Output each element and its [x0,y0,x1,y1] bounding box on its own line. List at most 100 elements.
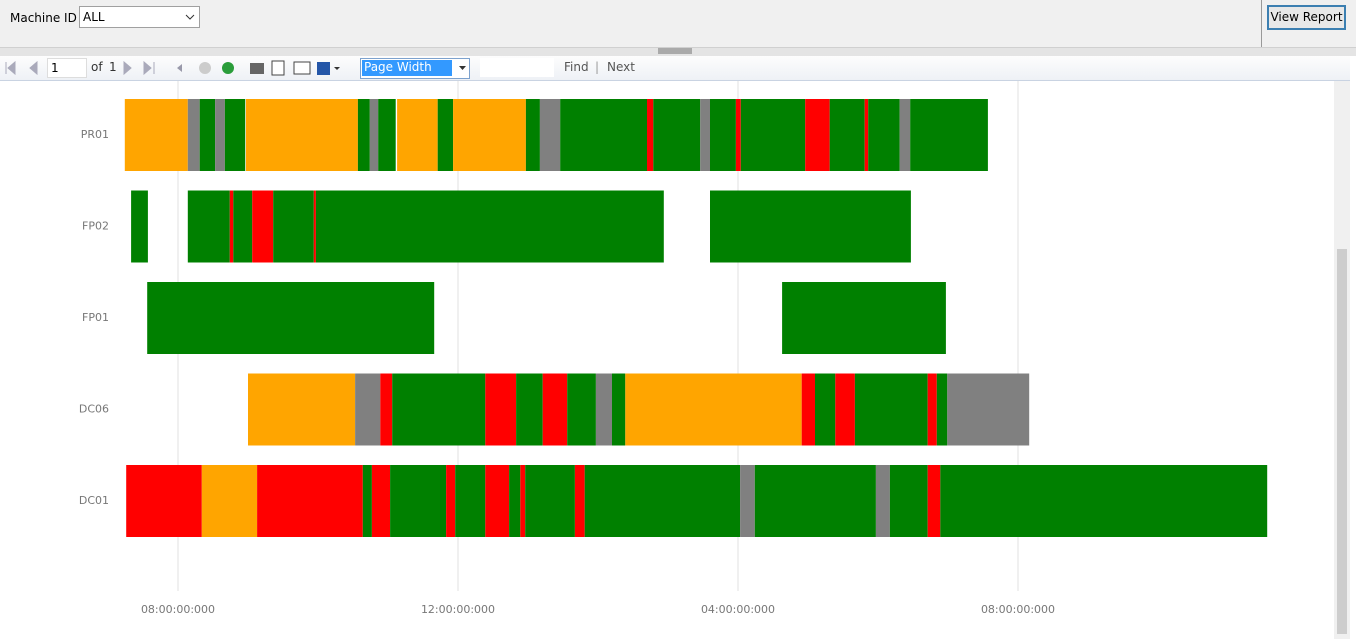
segment [509,465,521,537]
segment [815,373,836,446]
segment [437,99,454,171]
segment [516,373,543,446]
scrollbar-thumb[interactable] [1337,249,1347,634]
segment [453,99,526,171]
segment [147,282,435,354]
segment [560,99,647,171]
segment [397,99,438,171]
segment [710,190,911,263]
find-link[interactable]: Find [564,60,589,74]
toolbar: 1 of 1 Page Width Find | Next [0,56,1350,81]
segment [126,465,202,537]
segment [700,99,710,171]
splitter-handle[interactable] [658,48,692,54]
zoom-value: Page Width [362,60,452,76]
segment [542,373,568,446]
segment [835,373,855,446]
segment [380,373,393,446]
param-label: Machine ID [10,11,77,25]
segment [868,99,900,171]
zoom-select[interactable]: Page Width [360,58,470,79]
segment [740,465,755,537]
segment [653,99,701,171]
param-value: ALL [83,10,105,24]
segment [485,465,510,537]
row-label: FP01 [82,311,109,324]
segment [735,99,741,171]
segment [390,465,447,537]
timeline-chart: 08:00:00:000 12:00:00:000 04:00:00:000 08:0… [79,81,1268,616]
segment [520,465,526,537]
view-report-button[interactable]: View Report [1267,5,1346,30]
segment [257,465,363,537]
param-select[interactable]: ALL [79,6,200,28]
segment [927,465,941,537]
find-input[interactable] [480,58,554,77]
nav-next-last[interactable] [122,61,158,75]
segment [595,373,612,446]
segment [782,282,946,354]
segment [574,465,585,537]
segment [248,373,356,446]
segment [899,99,911,171]
of-label: of [91,60,103,74]
segment [392,373,486,446]
segment [525,465,575,537]
segment [369,99,379,171]
segment [936,373,948,446]
page-input[interactable]: 1 [47,58,87,78]
segment [584,465,741,537]
segment [567,373,596,446]
dropdown-arrow [459,66,466,70]
segment [754,465,876,537]
segment [829,99,865,171]
segment [252,190,274,263]
segment [215,99,225,171]
segment [539,99,561,171]
x-tick-label: 04:00:00:000 [701,603,775,616]
segment [362,465,372,537]
segment [224,99,246,171]
next-link[interactable]: Next [607,60,635,74]
segment [940,465,1268,537]
segment [199,99,216,171]
parameter-bar: Machine ID ALL View Report [0,0,1356,47]
toolbar-icons[interactable] [174,59,344,77]
segment [927,373,937,446]
segment [805,99,830,171]
row-label: DC06 [79,403,109,416]
segment [525,99,540,171]
segment [612,373,626,446]
scrollbar[interactable] [1334,81,1350,639]
splitter[interactable] [0,47,1356,56]
segment [625,373,802,446]
x-tick-label: 08:00:00:000 [141,603,215,616]
segment [233,190,253,263]
total-pages: 1 [109,60,117,74]
segment [889,465,928,537]
segment [187,190,230,263]
segment [485,373,517,446]
segment [201,465,258,537]
segment [315,190,664,263]
row-label: DC01 [79,494,109,507]
x-tick-label: 12:00:00:000 [421,603,495,616]
segment [124,99,188,171]
row-label: FP02 [82,220,109,233]
segment [371,465,391,537]
segment [875,465,890,537]
segment [131,190,148,263]
nav-first-prev[interactable] [4,61,44,75]
segment [455,465,486,537]
segment [710,99,736,171]
segment [273,190,314,263]
dropdown-arrow [185,14,195,20]
segment [801,373,815,446]
page-number: 1 [51,61,59,75]
separator [1261,0,1262,47]
x-tick-label: 08:00:00:000 [981,603,1055,616]
row-label: PR01 [81,128,109,141]
segment [910,99,988,171]
segment [854,373,928,446]
